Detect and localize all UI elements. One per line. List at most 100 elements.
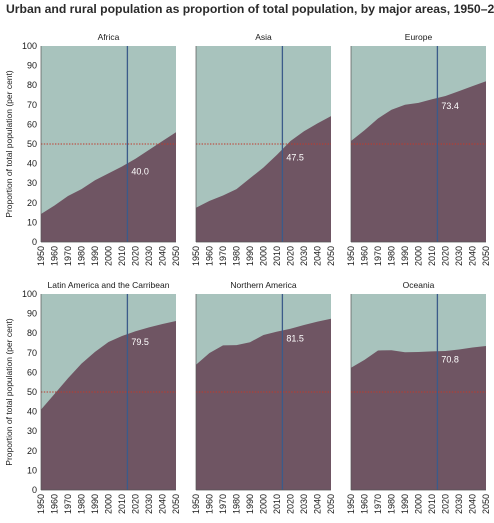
x-tick-label: 1950	[346, 246, 356, 266]
y-tick-label: 40	[27, 159, 37, 169]
x-tick-label: 2010	[427, 246, 437, 266]
y-tick-label: 0	[32, 237, 37, 247]
y-tick-label: 90	[27, 309, 37, 319]
x-tick-label: 1970	[218, 494, 228, 514]
marker-value-label: 81.5	[286, 333, 304, 343]
x-tick-label: 1960	[205, 246, 215, 266]
x-tick-label: 2000	[414, 246, 424, 266]
y-tick-label: 0	[32, 485, 37, 495]
x-tick-label: 2050	[326, 246, 336, 266]
y-tick-label: 70	[27, 100, 37, 110]
x-tick-label: 1970	[63, 246, 73, 266]
x-tick-label: 1960	[360, 494, 370, 514]
urban-area-6	[351, 345, 486, 490]
panel-title: Northern America	[230, 280, 296, 290]
x-tick-label: 1960	[50, 494, 60, 514]
x-tick-label: 1950	[36, 246, 46, 266]
x-tick-label: 2020	[286, 494, 296, 514]
y-tick-label: 90	[27, 61, 37, 71]
y-axis-label: Proportion of total population (per cent…	[4, 70, 14, 218]
y-tick-label: 30	[27, 178, 37, 188]
y-tick-label: 100	[22, 289, 37, 299]
x-tick-label: 1970	[373, 494, 383, 514]
x-tick-label: 2040	[313, 494, 323, 514]
x-tick-label: 2000	[414, 494, 424, 514]
panel-title: Latin America and the Carribean	[48, 280, 170, 290]
x-tick-label: 1970	[218, 246, 228, 266]
x-tick-label: 2030	[299, 246, 309, 266]
x-tick-label: 2030	[144, 246, 154, 266]
x-tick-label: 2020	[286, 246, 296, 266]
x-tick-label: 2050	[326, 494, 336, 514]
x-tick-label: 2000	[104, 246, 114, 266]
x-tick-label: 1980	[77, 494, 87, 514]
panel-title: Asia	[255, 32, 272, 42]
x-tick-label: 2020	[131, 246, 141, 266]
x-tick-label: 1960	[360, 246, 370, 266]
y-tick-label: 20	[27, 198, 37, 208]
y-tick-label: 10	[27, 217, 37, 227]
urban-area-2	[196, 116, 331, 242]
y-tick-label: 10	[27, 465, 37, 475]
x-tick-label: 1980	[77, 246, 87, 266]
x-tick-label: 2010	[272, 494, 282, 514]
x-tick-label: 2040	[468, 494, 478, 514]
x-tick-label: 1950	[346, 494, 356, 514]
x-tick-label: 2030	[454, 246, 464, 266]
x-tick-label: 2010	[117, 494, 127, 514]
x-tick-label: 1990	[400, 246, 410, 266]
x-tick-label: 2030	[299, 494, 309, 514]
y-tick-label: 30	[27, 426, 37, 436]
x-tick-label: 1970	[63, 494, 73, 514]
urban-area-4	[41, 321, 176, 490]
x-tick-label: 2040	[313, 246, 323, 266]
urban-area-3	[351, 81, 486, 242]
x-tick-label: 2040	[158, 246, 168, 266]
marker-value-label: 47.5	[286, 152, 304, 162]
x-tick-label: 2010	[117, 246, 127, 266]
x-tick-label: 1970	[373, 246, 383, 266]
y-tick-label: 70	[27, 348, 37, 358]
y-tick-label: 100	[22, 41, 37, 51]
x-tick-label: 2000	[259, 494, 269, 514]
x-tick-label: 1960	[50, 246, 60, 266]
x-tick-label: 1990	[90, 246, 100, 266]
chart-title: Urban and rural population as proportion…	[6, 2, 494, 16]
x-tick-label: 1950	[191, 246, 201, 266]
marker-value-label: 40.0	[131, 166, 149, 176]
x-tick-label: 2040	[158, 494, 168, 514]
marker-value-label: 70.8	[441, 354, 459, 364]
y-tick-label: 40	[27, 407, 37, 417]
marker-value-label: 79.5	[131, 337, 149, 347]
x-tick-label: 2000	[259, 246, 269, 266]
y-tick-label: 20	[27, 446, 37, 456]
x-tick-label: 2010	[272, 246, 282, 266]
urban-area-5	[196, 318, 331, 490]
x-tick-label: 1990	[245, 246, 255, 266]
x-tick-label: 1960	[205, 494, 215, 514]
y-tick-label: 50	[27, 139, 37, 149]
x-tick-label: 1980	[387, 246, 397, 266]
x-tick-label: 1950	[36, 494, 46, 514]
y-tick-label: 80	[27, 328, 37, 338]
panel-title: Europe	[405, 32, 433, 42]
panel-title: Africa	[98, 32, 120, 42]
panel-title: Oceania	[403, 280, 435, 290]
x-tick-label: 2050	[481, 494, 491, 514]
y-tick-label: 60	[27, 119, 37, 129]
x-tick-label: 2050	[171, 494, 181, 514]
x-tick-label: 2030	[454, 494, 464, 514]
x-tick-label: 2030	[144, 494, 154, 514]
y-tick-label: 50	[27, 387, 37, 397]
x-tick-label: 1990	[90, 494, 100, 514]
x-tick-label: 2020	[441, 246, 451, 266]
y-axis-label: Proportion of total population (per cent…	[4, 318, 14, 466]
x-tick-label: 2020	[131, 494, 141, 514]
y-tick-label: 80	[27, 80, 37, 90]
marker-value-label: 73.4	[441, 101, 459, 111]
urban-area-1	[41, 132, 176, 242]
x-tick-label: 1950	[191, 494, 201, 514]
x-tick-label: 1980	[387, 494, 397, 514]
x-tick-label: 1990	[245, 494, 255, 514]
